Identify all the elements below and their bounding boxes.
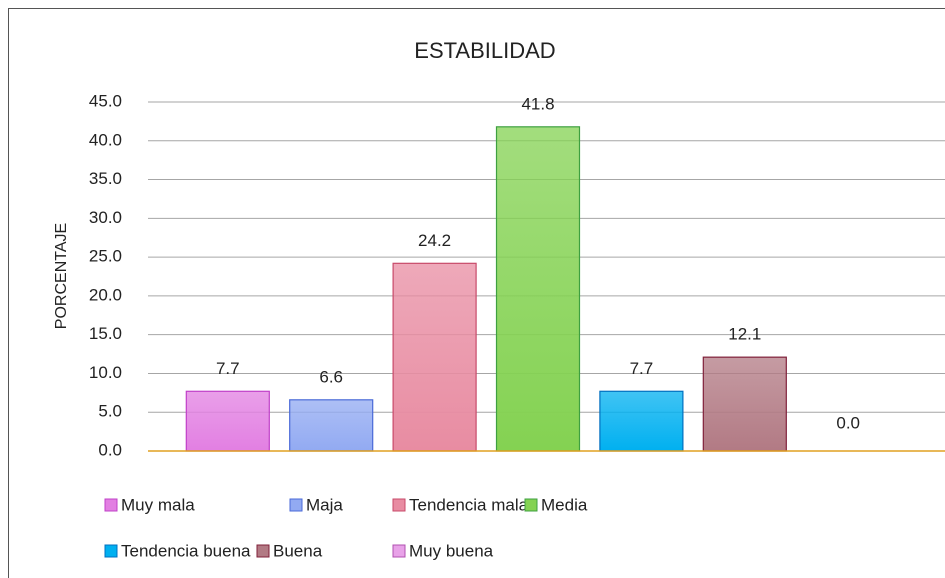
y-tick-label: 5.0 [98,402,122,421]
y-tick-label: 25.0 [89,247,122,266]
data-label: 7.7 [216,359,240,378]
y-tick-label: 30.0 [89,208,122,227]
y-tick-label: 10.0 [89,363,122,382]
legend-label: Media [541,495,588,514]
data-label: 6.6 [319,367,343,386]
legend-swatch [104,498,118,512]
legend-label: Maja [306,495,343,514]
bar [702,356,787,452]
bar [392,262,477,452]
chart-title: ESTABILIDAD [414,38,555,63]
data-label: 0.0 [836,413,860,432]
legend-label: Muy buena [409,541,494,560]
y-tick-label: 0.0 [98,440,122,459]
bar [185,390,270,452]
y-axis-label: PORCENTAJE [53,223,70,329]
legend-swatch [524,498,538,512]
y-tick-label: 15.0 [89,324,122,343]
legend-label: Tendencia mala [409,495,529,514]
chart-border [8,8,945,578]
legend-label: Tendencia buena [121,541,251,560]
bar [599,390,684,452]
data-label: 41.8 [521,94,554,113]
y-tick-label: 20.0 [89,285,122,304]
y-tick-label: 40.0 [89,130,122,149]
legend-swatch [392,544,406,558]
bar [289,399,374,452]
y-tick-label: 35.0 [89,169,122,188]
legend-swatch [256,544,270,558]
legend-label: Buena [273,541,323,560]
legend-label: Muy mala [121,495,195,514]
legend-swatch [289,498,303,512]
data-label: 12.1 [728,325,761,344]
y-tick-label: 45.0 [89,91,122,110]
data-label: 7.7 [630,359,654,378]
legend-swatch [392,498,406,512]
legend-swatch [104,544,118,558]
data-label: 24.2 [418,231,451,250]
bar [495,126,581,452]
